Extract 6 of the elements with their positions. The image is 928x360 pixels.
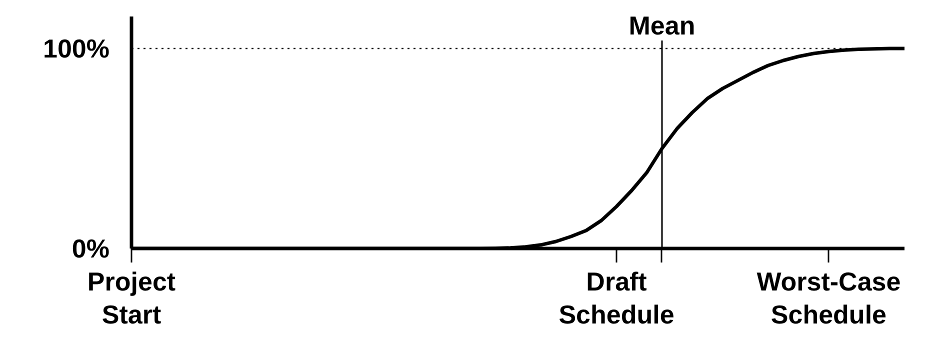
x-tick-label: Worst-Case Schedule	[756, 266, 901, 330]
x-tick-label: Project Start	[87, 266, 176, 330]
x-tick-label: Draft Schedule	[558, 266, 674, 330]
y-tick-label: 0%	[72, 234, 110, 264]
y-tick-label: 100%	[43, 34, 110, 64]
x-tick-label: Mean	[628, 10, 696, 40]
